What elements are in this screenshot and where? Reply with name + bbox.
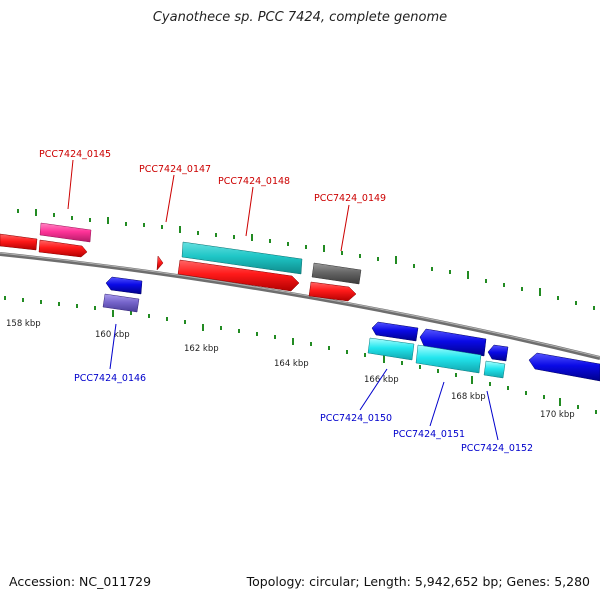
gene-label-0152[interactable]: PCC7424_0152 xyxy=(461,443,533,454)
gene-arrow[interactable] xyxy=(156,255,164,271)
reverse-strand-features xyxy=(102,276,600,382)
gene-arrow[interactable] xyxy=(415,344,482,374)
gene-arrow[interactable] xyxy=(177,259,300,292)
accession-text: Accession: NC_011729 xyxy=(9,574,152,589)
gene-arrow[interactable] xyxy=(311,262,362,285)
outer-tick-row xyxy=(17,209,595,310)
label-leader-lines xyxy=(67,159,499,441)
gene-arrow[interactable] xyxy=(39,222,92,243)
tick-label-166: 166 kbp xyxy=(364,375,399,385)
tick-label-162: 162 kbp xyxy=(184,344,219,354)
gene-arrow[interactable] xyxy=(0,233,38,251)
genome-backbone-highlight xyxy=(0,252,600,358)
gene-arrow[interactable] xyxy=(367,337,415,361)
genome-backbone xyxy=(0,252,600,360)
gene-arrow[interactable] xyxy=(102,293,140,313)
tick-label-158: 158 kbp xyxy=(6,319,41,329)
forward-strand-features xyxy=(0,222,362,302)
gene-arrow[interactable] xyxy=(38,239,88,258)
gene-label-0149[interactable]: PCC7424_0149 xyxy=(314,193,386,204)
gene-label-0147[interactable]: PCC7424_0147 xyxy=(139,164,211,175)
genome-summary-text: Topology: circular; Length: 5,942,652 bp… xyxy=(246,574,590,589)
gene-arrow[interactable] xyxy=(528,352,600,382)
map-title: Cyanothece sp. PCC 7424, complete genome xyxy=(152,10,448,25)
gene-label-0150[interactable]: PCC7424_0150 xyxy=(320,413,392,424)
gene-arrow[interactable] xyxy=(308,281,357,302)
gene-arrow[interactable] xyxy=(483,360,506,379)
tick-label-168: 168 kbp xyxy=(451,392,486,402)
gene-arrow[interactable] xyxy=(181,241,303,275)
tick-label-164: 164 kbp xyxy=(274,359,309,369)
gene-label-0146[interactable]: PCC7424_0146 xyxy=(74,373,146,384)
gene-arrow[interactable] xyxy=(371,321,419,342)
gene-arrow[interactable] xyxy=(105,276,143,295)
tick-label-160: 160 kbp xyxy=(95,330,130,340)
gene-arrow[interactable] xyxy=(487,344,509,362)
gene-label-0151[interactable]: PCC7424_0151 xyxy=(393,429,465,440)
tick-label-170: 170 kbp xyxy=(540,410,575,420)
inner-tick-row xyxy=(4,296,597,414)
gene-label-0148[interactable]: PCC7424_0148 xyxy=(218,176,290,187)
gene-label-0145[interactable]: PCC7424_0145 xyxy=(39,149,111,160)
